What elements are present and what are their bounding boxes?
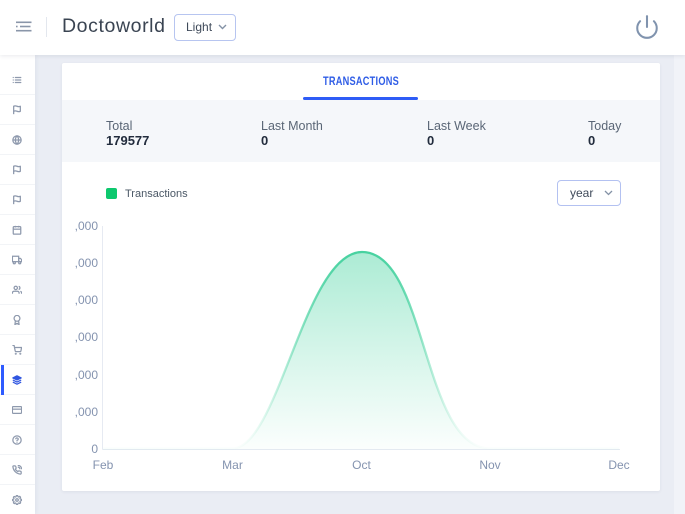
- svg-text:Feb: Feb: [93, 458, 114, 472]
- svg-text:0: 0: [91, 442, 98, 456]
- svg-text:,000: ,000: [75, 368, 99, 382]
- svg-text:,000: ,000: [75, 405, 99, 419]
- svg-text:,000: ,000: [75, 256, 99, 270]
- svg-text:Nov: Nov: [479, 458, 500, 472]
- svg-text:,000: ,000: [75, 293, 99, 307]
- svg-text:Oct: Oct: [352, 458, 371, 472]
- svg-text:Mar: Mar: [222, 458, 243, 472]
- svg-text:,000: ,000: [75, 219, 99, 233]
- svg-text:Dec: Dec: [608, 458, 629, 472]
- svg-text:,000: ,000: [75, 330, 99, 344]
